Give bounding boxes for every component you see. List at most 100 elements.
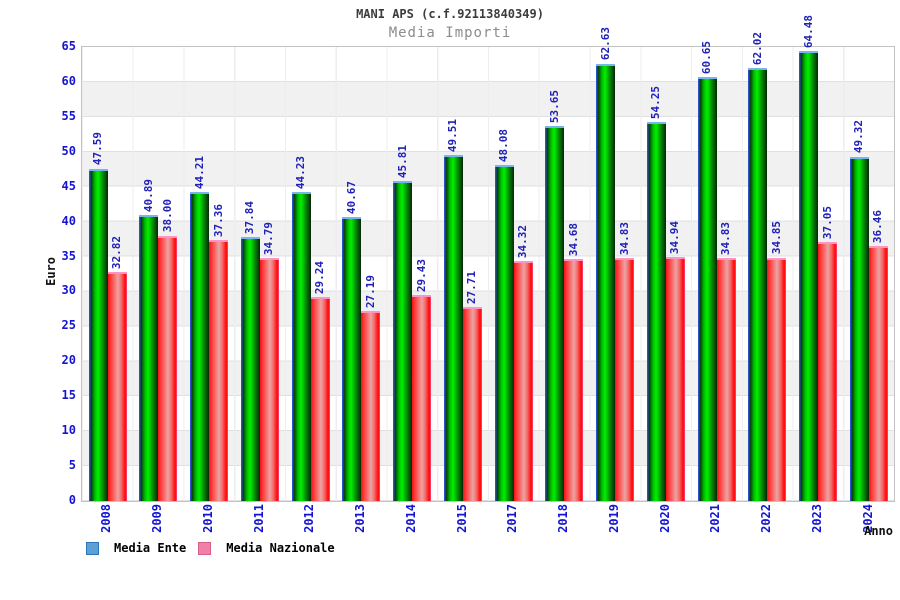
bar-value-label: 47.59 [91, 132, 104, 166]
y-tick-label: 35 [61, 248, 76, 263]
bar-media-ente-2018 [545, 126, 565, 501]
bar-value-label: 40.89 [141, 179, 155, 213]
bar-media-nazionale-2010 [209, 240, 228, 501]
bar-value-label: 34.83 [617, 221, 631, 255]
y-tick-label: 40 [61, 213, 76, 228]
bar-media-nazionale-2024 [868, 246, 888, 501]
bar-media-nazionale-2021 [716, 257, 736, 501]
bar-value-label: 45.81 [395, 144, 409, 179]
chart-title: MANI APS (c.f.92113840349) [356, 7, 544, 21]
x-tick-label-2014: 2014 [403, 504, 418, 533]
bar-value-label: 53.65 [547, 90, 561, 124]
bar-value-label: 49.51 [446, 119, 460, 153]
y-tick-label: 45 [61, 178, 76, 193]
bar-value-label: 29.43 [414, 259, 428, 293]
x-tick-label-2018: 2018 [556, 504, 571, 533]
bar-value-label: 49.32 [852, 120, 866, 154]
bar-media-nazionale-2015 [462, 307, 482, 501]
bar-media-ente-2017 [494, 165, 514, 501]
bar-value-label: 34.79 [262, 221, 276, 256]
bar-media-nazionale-2013 [361, 311, 381, 501]
x-tick-label-2019: 2019 [606, 504, 621, 533]
bar-media-ente-2013 [342, 216, 362, 501]
y-tick-label: 65 [61, 39, 76, 53]
bar-value-label: 44.23 [294, 155, 307, 190]
bar-media-ente-2010 [190, 192, 209, 501]
bar-value-label: 34.94 [668, 220, 682, 254]
x-tick-label-2023: 2023 [809, 504, 824, 533]
bar-media-ente-2015 [443, 155, 463, 501]
y-tick-label: 25 [61, 318, 76, 333]
bar-media-nazionale-2014 [412, 295, 431, 501]
bar-media-nazionale-2012 [310, 296, 330, 501]
bar-value-label: 38.00 [160, 199, 174, 233]
bar-value-label: 29.24 [313, 260, 326, 294]
x-tick-label-2020: 2020 [657, 504, 672, 533]
bar-media-ente-2019 [596, 63, 615, 501]
bar-media-ente-2011 [240, 236, 260, 501]
bar-value-label: 37.36 [211, 203, 225, 238]
bar-value-label: 44.21 [192, 156, 206, 190]
bar-media-ente-2008 [88, 168, 108, 501]
bar-value-label: 37.05 [820, 206, 834, 240]
bar-value-label: 40.67 [344, 180, 358, 214]
bar-media-nazionale-2011 [259, 258, 279, 501]
bar-media-ente-2021 [697, 77, 717, 501]
bar-value-label: 36.46 [871, 210, 885, 244]
x-tick-label-2008: 2008 [99, 504, 114, 533]
y-tick-label: 5 [68, 458, 76, 473]
legend-swatch-media-ente-icon [86, 541, 99, 555]
bar-media-nazionale-2019 [615, 257, 634, 501]
legend-label-media-ente: Media Ente [114, 541, 187, 555]
y-tick-label: 15 [61, 388, 76, 403]
bar-value-label: 34.68 [566, 222, 580, 256]
x-axis-label: Anno [864, 524, 893, 538]
legend: Media Ente Media Nazionale [86, 541, 347, 555]
bar-media-ente-2020 [646, 122, 666, 501]
bar-media-nazionale-2008 [107, 271, 127, 501]
y-tick-label: 20 [61, 353, 76, 368]
bar-value-label: 60.65 [700, 41, 713, 75]
x-tick-label-2013: 2013 [353, 504, 368, 533]
bar-value-label: 34.83 [719, 221, 732, 255]
bar-media-nazionale-2018 [564, 258, 584, 501]
chart-subtitle: Media Importi [388, 25, 512, 41]
bar-value-label: 27.19 [363, 274, 377, 309]
bar-media-nazionale-2023 [818, 242, 837, 501]
bar-media-ente-2023 [799, 50, 818, 501]
y-tick-label: 55 [61, 108, 76, 123]
bar-value-label: 62.63 [598, 27, 612, 61]
bar-media-nazionale-2022 [767, 257, 787, 501]
bar-media-ente-2009 [139, 215, 159, 501]
y-tick-label: 0 [68, 493, 76, 507]
bar-media-ente-2022 [748, 67, 768, 501]
bar-media-nazionale-2009 [158, 235, 178, 501]
x-tick-label-2010: 2010 [200, 504, 215, 533]
y-tick-label: 50 [61, 143, 76, 158]
bar-media-nazionale-2020 [665, 256, 685, 501]
bar-value-label: 32.82 [110, 235, 123, 269]
plot-area: 47.59 32.82 40.89 38.00 44.21 37.36 37.84 34.79… [81, 15, 895, 502]
x-tick-label-2022: 2022 [759, 504, 774, 533]
x-tick-label-2011: 2011 [251, 504, 266, 533]
y-tick-label: 30 [61, 283, 76, 298]
bar-media-nazionale-2017 [513, 261, 533, 501]
bar-media-ente-2014 [393, 181, 412, 501]
legend-label-media-nazionale: Media Nazionale [226, 541, 335, 555]
bar-value-label: 37.84 [243, 200, 257, 234]
x-tick-label-2015: 2015 [454, 504, 469, 533]
y-tick-label: 10 [61, 423, 76, 438]
bar-value-label: 54.25 [649, 85, 663, 120]
bar-value-label: 34.85 [769, 221, 783, 255]
x-tick-label-2021: 2021 [708, 504, 723, 533]
x-tick-label-2009: 2009 [150, 504, 165, 533]
bar-value-label: 27.71 [465, 271, 479, 305]
x-tick-label-2012: 2012 [302, 504, 317, 533]
bar-media-ente-2024 [849, 156, 869, 501]
bar-value-label: 64.48 [801, 14, 815, 48]
bar-media-ente-2012 [291, 192, 311, 501]
bar-value-label: 34.32 [516, 225, 529, 259]
bar-value-label: 62.02 [750, 31, 764, 65]
x-tick-label-2017: 2017 [505, 504, 520, 533]
